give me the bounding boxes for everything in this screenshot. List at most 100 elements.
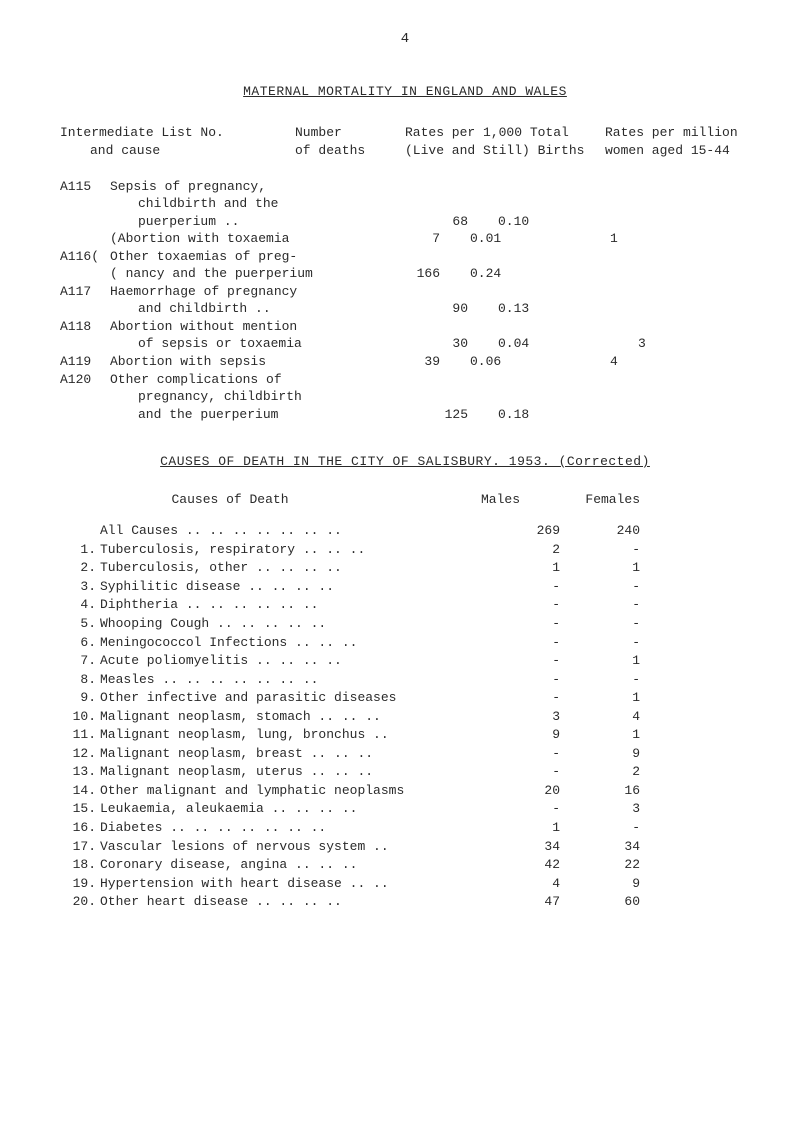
row-males: - bbox=[500, 578, 560, 596]
mortality-table: A115Sepsis of pregnancy,childbirth and t… bbox=[60, 178, 750, 424]
row-number bbox=[380, 371, 470, 389]
row-code bbox=[60, 265, 110, 283]
row-code: A118 bbox=[60, 318, 110, 336]
row-index: 11. bbox=[60, 726, 100, 744]
row-rate: 0.06 bbox=[470, 353, 610, 371]
row-cause: Diphtheria .. .. .. .. .. .. bbox=[100, 596, 500, 614]
row-males: - bbox=[500, 652, 560, 670]
row-cause: Tuberculosis, other .. .. .. .. bbox=[100, 559, 500, 577]
row-index: 3. bbox=[60, 578, 100, 596]
table-row: and childbirth ..900.13 bbox=[60, 300, 750, 318]
row-females: - bbox=[560, 615, 640, 633]
table-row: 13.Malignant neoplasm, uterus .. .. ..-2 bbox=[60, 763, 750, 781]
row-per-million bbox=[638, 300, 750, 318]
row-cause: Coronary disease, angina .. .. .. bbox=[100, 856, 500, 874]
row-index bbox=[60, 522, 100, 540]
row-code: A117 bbox=[60, 283, 110, 301]
death-head-males: Males bbox=[400, 491, 520, 509]
row-cause: Diabetes .. .. .. .. .. .. .. bbox=[100, 819, 500, 837]
table-row: puerperium ..680.10 bbox=[60, 213, 750, 231]
row-per-million bbox=[638, 213, 750, 231]
row-males: - bbox=[500, 671, 560, 689]
row-code: A115 bbox=[60, 178, 110, 196]
row-females: 9 bbox=[560, 875, 640, 893]
row-code bbox=[60, 388, 110, 406]
row-index: 10. bbox=[60, 708, 100, 726]
table-row: 4.Diphtheria .. .. .. .. .. ..-- bbox=[60, 596, 750, 614]
row-females: 22 bbox=[560, 856, 640, 874]
main-title: MATERNAL MORTALITY IN ENGLAND AND WALES bbox=[60, 83, 750, 101]
row-number bbox=[380, 283, 470, 301]
row-rate bbox=[470, 248, 610, 266]
row-males: 269 bbox=[500, 522, 560, 540]
row-code bbox=[60, 300, 110, 318]
row-number: 7 bbox=[380, 230, 470, 248]
section2-title: CAUSES OF DEATH IN THE CITY OF SALISBURY… bbox=[60, 453, 750, 471]
row-females: 1 bbox=[560, 652, 640, 670]
table-row: 6.Meningococcol Infections .. .. ..-- bbox=[60, 634, 750, 652]
row-number bbox=[380, 178, 470, 196]
row-rate: 0.13 bbox=[498, 300, 638, 318]
header-left-1: Intermediate List No. bbox=[60, 124, 295, 142]
row-males: - bbox=[500, 689, 560, 707]
row-desc: pregnancy, childbirth bbox=[110, 388, 408, 406]
row-rate bbox=[470, 283, 610, 301]
header-col3-1: Rates per 1,000 Total bbox=[405, 124, 605, 142]
row-desc: Abortion with sepsis bbox=[110, 353, 380, 371]
row-per-million bbox=[610, 248, 750, 266]
row-number: 166 bbox=[380, 265, 470, 283]
row-females: 16 bbox=[560, 782, 640, 800]
table-row: of sepsis or toxaemia300.043 bbox=[60, 335, 750, 353]
row-males: 20 bbox=[500, 782, 560, 800]
table-row: 16.Diabetes .. .. .. .. .. .. ..1- bbox=[60, 819, 750, 837]
row-index: 15. bbox=[60, 800, 100, 818]
row-desc: Sepsis of pregnancy, bbox=[110, 178, 380, 196]
row-cause: Leukaemia, aleukaemia .. .. .. .. bbox=[100, 800, 500, 818]
row-desc: Other complications of bbox=[110, 371, 380, 389]
table-row: All Causes .. .. .. .. .. .. ..269240 bbox=[60, 522, 750, 540]
header-col2-2: of deaths bbox=[295, 142, 405, 160]
header-col3-2: (Live and Still) Births bbox=[405, 142, 605, 160]
row-cause: Hypertension with heart disease .. .. bbox=[100, 875, 500, 893]
row-rate bbox=[498, 195, 638, 213]
row-males: - bbox=[500, 615, 560, 633]
table-row: 18.Coronary disease, angina .. .. ..4222 bbox=[60, 856, 750, 874]
death-head-causes: Causes of Death bbox=[60, 491, 400, 509]
row-desc: Other toxaemias of preg- bbox=[110, 248, 380, 266]
row-females: 2 bbox=[560, 763, 640, 781]
row-desc: Abortion without mention bbox=[110, 318, 380, 336]
row-females: - bbox=[560, 596, 640, 614]
row-number: 125 bbox=[408, 406, 498, 424]
row-rate: 0.18 bbox=[498, 406, 638, 424]
row-females: 9 bbox=[560, 745, 640, 763]
table-row: A118Abortion without mention bbox=[60, 318, 750, 336]
row-cause: Meningococcol Infections .. .. .. bbox=[100, 634, 500, 652]
row-rate bbox=[470, 318, 610, 336]
row-females: 1 bbox=[560, 559, 640, 577]
row-cause: Malignant neoplasm, stomach .. .. .. bbox=[100, 708, 500, 726]
row-cause: Malignant neoplasm, lung, bronchus .. bbox=[100, 726, 500, 744]
row-code: A116( bbox=[60, 248, 110, 266]
row-males: 4 bbox=[500, 875, 560, 893]
row-per-million bbox=[610, 283, 750, 301]
row-per-million bbox=[610, 178, 750, 196]
row-males: 1 bbox=[500, 819, 560, 837]
row-desc: and childbirth .. bbox=[110, 300, 408, 318]
row-desc: puerperium .. bbox=[110, 213, 408, 231]
table-row: 15.Leukaemia, aleukaemia .. .. .. ..-3 bbox=[60, 800, 750, 818]
row-desc: childbirth and the bbox=[110, 195, 408, 213]
row-males: 34 bbox=[500, 838, 560, 856]
row-females: - bbox=[560, 634, 640, 652]
row-cause: All Causes .. .. .. .. .. .. .. bbox=[100, 522, 500, 540]
header-col4-1: Rates per million bbox=[605, 124, 750, 142]
row-per-million bbox=[638, 195, 750, 213]
row-females: 60 bbox=[560, 893, 640, 911]
row-males: 2 bbox=[500, 541, 560, 559]
header-left-2: and cause bbox=[60, 142, 295, 160]
row-females: - bbox=[560, 578, 640, 596]
row-index: 9. bbox=[60, 689, 100, 707]
row-cause: Malignant neoplasm, uterus .. .. .. bbox=[100, 763, 500, 781]
row-code: A119 bbox=[60, 353, 110, 371]
death-table: All Causes .. .. .. .. .. .. ..2692401.T… bbox=[60, 522, 750, 910]
row-males: 47 bbox=[500, 893, 560, 911]
